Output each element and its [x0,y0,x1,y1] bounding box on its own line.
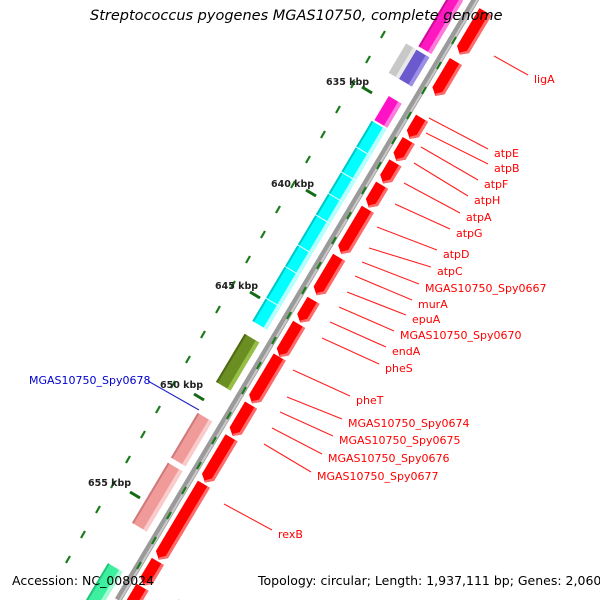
gene-label-Spy0675[interactable]: MGAS10750_Spy0675 [339,434,460,447]
gene-atpF[interactable] [328,172,356,202]
leader-atpF [420,146,479,181]
label-leader-lines [147,55,529,531]
outer-strand-genes[interactable] [0,0,478,600]
gene-label-atpG[interactable]: atpG [456,227,483,240]
gene-atpB[interactable] [341,147,371,181]
gene-purple-segment[interactable] [398,49,430,87]
leader-Spy0676 [271,427,323,455]
gene-pheS[interactable] [132,462,183,532]
gene-track-group[interactable] [0,0,545,600]
leader-Spy0670 [338,306,395,332]
ruler-label-650: 650 kbp [160,380,203,391]
gene-label-Spy0678[interactable]: MGAS10750_Spy0678 [29,374,150,387]
ruler-label-645: 645 kbp [215,281,258,292]
gene-label-atpC[interactable]: atpC [437,265,463,278]
leader-pheT [292,369,351,397]
gene-label-murA[interactable]: murA [418,298,448,311]
gene-labels[interactable]: ligA atpE atpB atpF atpH atpA atpG atpD … [29,73,555,541]
leader-Spy0677 [263,443,312,473]
gene-red-8[interactable] [311,253,346,299]
gene-label-rexB[interactable]: rexB [278,528,303,541]
page-title: Streptococcus pyogenes MGAS10750, comple… [90,8,503,24]
gene-red-10[interactable] [274,320,306,361]
gene-atpC[interactable] [252,298,281,330]
ruler-labels: 635 kbp 640 kbp 645 kbp 650 kbp 655 kbp [88,77,369,489]
gene-MGAS10750_Spy0670[interactable] [170,412,213,467]
gene-label-Spy0670[interactable]: MGAS10750_Spy0670 [400,329,521,342]
leader-atpG [394,203,451,230]
gene-label-endA[interactable]: endA [392,345,421,358]
leader-Spy0678 [147,380,200,411]
gene-label-epuA[interactable]: epuA [412,313,441,326]
gene-epuA[interactable] [227,401,258,440]
gene-red-5[interactable] [377,159,402,187]
leader-murA [354,275,413,301]
leader-ligA [493,55,529,76]
leader-atpH [413,162,469,197]
ruler-label-640: 640 kbp [271,179,314,190]
leader-Spy0675 [279,411,334,437]
ruler-label-635: 635 kbp [326,77,369,88]
ruler-label-655: 655 kbp [88,478,131,489]
gene-label-pheT[interactable]: pheT [356,394,384,407]
gene-atpG[interactable] [285,245,312,275]
gene-MGAS10750_Spy0674[interactable] [76,563,123,600]
gene-ligA[interactable] [418,0,464,54]
gene-label-Spy0667[interactable]: MGAS10750_Spy0667 [425,282,546,295]
leader-atpC [368,247,432,268]
gene-label-atpD[interactable]: atpD [443,248,470,261]
gene-label-atpF[interactable]: atpF [484,178,508,191]
gene-label-atpA[interactable]: atpA [466,211,492,224]
leader-pheS [321,337,380,365]
gene-red-2[interactable] [429,57,462,100]
leader-epuA [346,291,407,316]
gene-atpD[interactable] [266,266,300,307]
gene-atpH[interactable] [315,193,343,224]
gene-red-3[interactable] [404,114,429,143]
gene-label-atpB[interactable]: atpB [494,162,520,175]
gene-MGAS10750_Spy0675[interactable] [137,557,164,589]
gene-endA[interactable] [199,434,238,486]
leader-rexB [223,503,273,531]
gene-MGAS10750_Spy0676[interactable] [114,583,149,600]
gene-atpA[interactable] [297,215,330,254]
gene-label-Spy0677[interactable]: MGAS10750_Spy0677 [317,470,438,483]
gene-label-atpH[interactable]: atpH [474,194,500,207]
leader-Spy0674 [286,396,343,420]
gene-red-6[interactable] [363,181,389,212]
gene-gray-segment[interactable] [388,43,417,79]
gene-label-Spy0676[interactable]: MGAS10750_Spy0676 [328,452,449,465]
gene-pheT[interactable] [153,480,210,564]
gene-atpE[interactable] [356,120,387,156]
gene-red-7[interactable] [335,205,374,258]
leader-Spy0667 [361,261,420,285]
gene-label-Spy0674[interactable]: MGAS10750_Spy0674 [348,417,469,430]
ruler-ticks [65,30,457,570]
gene-label-atpE[interactable]: atpE [494,147,519,160]
gene-murA[interactable] [246,353,286,407]
gene-red-1[interactable] [454,8,492,58]
gene-MGAS10750_Spy0667[interactable] [215,333,260,391]
gene-label-pheS[interactable]: pheS [385,362,413,375]
leader-atpB [425,132,489,165]
inner-strand-genes[interactable] [0,8,492,600]
gene-label-ligA[interactable]: ligA [534,73,555,86]
gene-red-4[interactable] [390,136,415,165]
gene-magenta-cap[interactable] [374,96,402,128]
gene-red-9[interactable] [294,296,320,327]
leader-atpA [403,182,461,214]
leader-endA [329,321,387,348]
leader-atpE [428,117,489,150]
leader-atpD [376,226,438,251]
